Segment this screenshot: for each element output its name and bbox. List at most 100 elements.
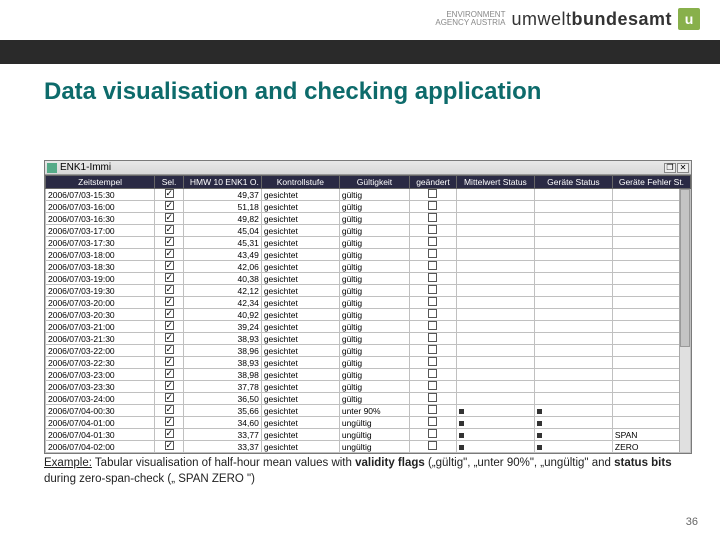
cell: gesichtet	[261, 309, 339, 321]
cell: gültig	[339, 237, 409, 249]
column-header[interactable]: Gültigkeit	[339, 176, 409, 189]
table-row[interactable]: 2006/07/03-16:0051,18gesichtetgültig	[46, 201, 691, 213]
cell: 2006/07/03-21:00	[46, 321, 155, 333]
page-title: Data visualisation and checking applicat…	[44, 78, 541, 107]
table-row[interactable]: 2006/07/03-20:3040,92gesichtetgültig	[46, 309, 691, 321]
window-titlebar: ENK1-Immi ❐ ✕	[45, 161, 691, 175]
cell	[155, 393, 184, 405]
logo-line2: AGENCY AUSTRIA	[435, 19, 505, 27]
table-row[interactable]: 2006/07/03-22:3038,93gesichtetgültig	[46, 357, 691, 369]
column-header[interactable]: HMW 10 ENK1 O.	[183, 176, 261, 189]
cell	[456, 201, 534, 213]
close-icon[interactable]: ✕	[677, 163, 689, 173]
cell	[534, 273, 612, 285]
cell	[534, 369, 612, 381]
cell: 2006/07/03-23:00	[46, 369, 155, 381]
cell: 45,31	[183, 237, 261, 249]
table-row[interactable]: 2006/07/03-17:3045,31gesichtetgültig	[46, 237, 691, 249]
cell	[155, 405, 184, 417]
restore-icon[interactable]: ❐	[664, 163, 676, 173]
table-row[interactable]: 2006/07/04-02:0033,37gesichtetungültigZE…	[46, 441, 691, 453]
cell	[534, 405, 612, 417]
cell: 2006/07/03-19:30	[46, 285, 155, 297]
caption-t6: during zero-span-check („ SPAN ZERO ")	[44, 473, 255, 485]
cell	[456, 357, 534, 369]
table-row[interactable]: 2006/07/04-01:0034,60gesichtetungültig	[46, 417, 691, 429]
cell	[456, 441, 534, 453]
cell: unter 90%	[339, 405, 409, 417]
cell	[155, 201, 184, 213]
cell: 45,04	[183, 225, 261, 237]
column-header[interactable]: Sel.	[155, 176, 184, 189]
cell: gesichtet	[261, 405, 339, 417]
cell: 2006/07/03-22:30	[46, 357, 155, 369]
table-container: ZeitstempelSel.HMW 10 ENK1 O.Kontrollstu…	[45, 175, 691, 453]
table-row[interactable]: 2006/07/03-20:0042,34gesichtetgültig	[46, 297, 691, 309]
table-row[interactable]: 2006/07/03-18:0043,49gesichtetgültig	[46, 249, 691, 261]
cell	[410, 297, 457, 309]
cell	[410, 237, 457, 249]
scrollbar-vertical[interactable]	[679, 189, 690, 452]
cell: 51,18	[183, 201, 261, 213]
table-row[interactable]: 2006/07/03-23:0038,98gesichtetgültig	[46, 369, 691, 381]
table-row[interactable]: 2006/07/03-18:3042,06gesichtetgültig	[46, 261, 691, 273]
cell: 38,98	[183, 369, 261, 381]
cell	[155, 249, 184, 261]
cell: 2006/07/03-22:00	[46, 345, 155, 357]
cell	[155, 345, 184, 357]
cell	[155, 333, 184, 345]
cell: 38,96	[183, 345, 261, 357]
cell: gültig	[339, 261, 409, 273]
table-row[interactable]: 2006/07/04-00:3035,66gesichtetunter 90%	[46, 405, 691, 417]
cell	[155, 225, 184, 237]
cell	[456, 333, 534, 345]
table-row[interactable]: 2006/07/03-17:0045,04gesichtetgültig	[46, 225, 691, 237]
cell	[410, 213, 457, 225]
column-header[interactable]: geändert	[410, 176, 457, 189]
window-title-text: ENK1-Immi	[60, 162, 111, 173]
cell: gültig	[339, 201, 409, 213]
table-row[interactable]: 2006/07/03-22:0038,96gesichtetgültig	[46, 345, 691, 357]
cell	[410, 309, 457, 321]
logo-bold: bundesamt	[571, 9, 672, 29]
cell: 2006/07/03-19:00	[46, 273, 155, 285]
scrollbar-thumb[interactable]	[680, 189, 690, 347]
table-row[interactable]: 2006/07/03-19:0040,38gesichtetgültig	[46, 273, 691, 285]
column-header[interactable]: Geräte Status	[534, 176, 612, 189]
cell: gesichtet	[261, 261, 339, 273]
cell	[456, 309, 534, 321]
column-header[interactable]: Zeitstempel	[46, 176, 155, 189]
table-row[interactable]: 2006/07/03-16:3049,82gesichtetgültig	[46, 213, 691, 225]
table-row[interactable]: 2006/07/03-15:3049,37gesichtetgültig	[46, 189, 691, 201]
cell: gültig	[339, 381, 409, 393]
cell: 40,38	[183, 273, 261, 285]
caption-example: Example:	[44, 457, 92, 469]
cell	[456, 345, 534, 357]
cell: gesichtet	[261, 297, 339, 309]
cell	[534, 189, 612, 201]
table-row[interactable]: 2006/07/03-19:3042,12gesichtetgültig	[46, 285, 691, 297]
cell: gültig	[339, 321, 409, 333]
cell	[534, 261, 612, 273]
cell	[456, 429, 534, 441]
cell	[410, 333, 457, 345]
column-header[interactable]: Mittelwert Status	[456, 176, 534, 189]
cell: 38,93	[183, 333, 261, 345]
cell	[534, 285, 612, 297]
cell	[456, 285, 534, 297]
table-row[interactable]: 2006/07/03-21:0039,24gesichtetgültig	[46, 321, 691, 333]
cell: 39,24	[183, 321, 261, 333]
column-header[interactable]: Geräte Fehler St.	[612, 176, 690, 189]
cell: ungültig	[339, 429, 409, 441]
table-row[interactable]: 2006/07/04-01:3033,77gesichtetungültigSP…	[46, 429, 691, 441]
caption: Example: Tabular visualisation of half-h…	[44, 456, 692, 487]
table-row[interactable]: 2006/07/03-23:3037,78gesichtetgültig	[46, 381, 691, 393]
cell	[155, 285, 184, 297]
table-row[interactable]: 2006/07/03-21:3038,93gesichtetgültig	[46, 333, 691, 345]
cell	[456, 297, 534, 309]
column-header[interactable]: Kontrollstufe	[261, 176, 339, 189]
cell: gültig	[339, 333, 409, 345]
cell: gesichtet	[261, 429, 339, 441]
table-row[interactable]: 2006/07/03-24:0036,50gesichtetgültig	[46, 393, 691, 405]
logo-light: umwelt	[511, 9, 571, 29]
